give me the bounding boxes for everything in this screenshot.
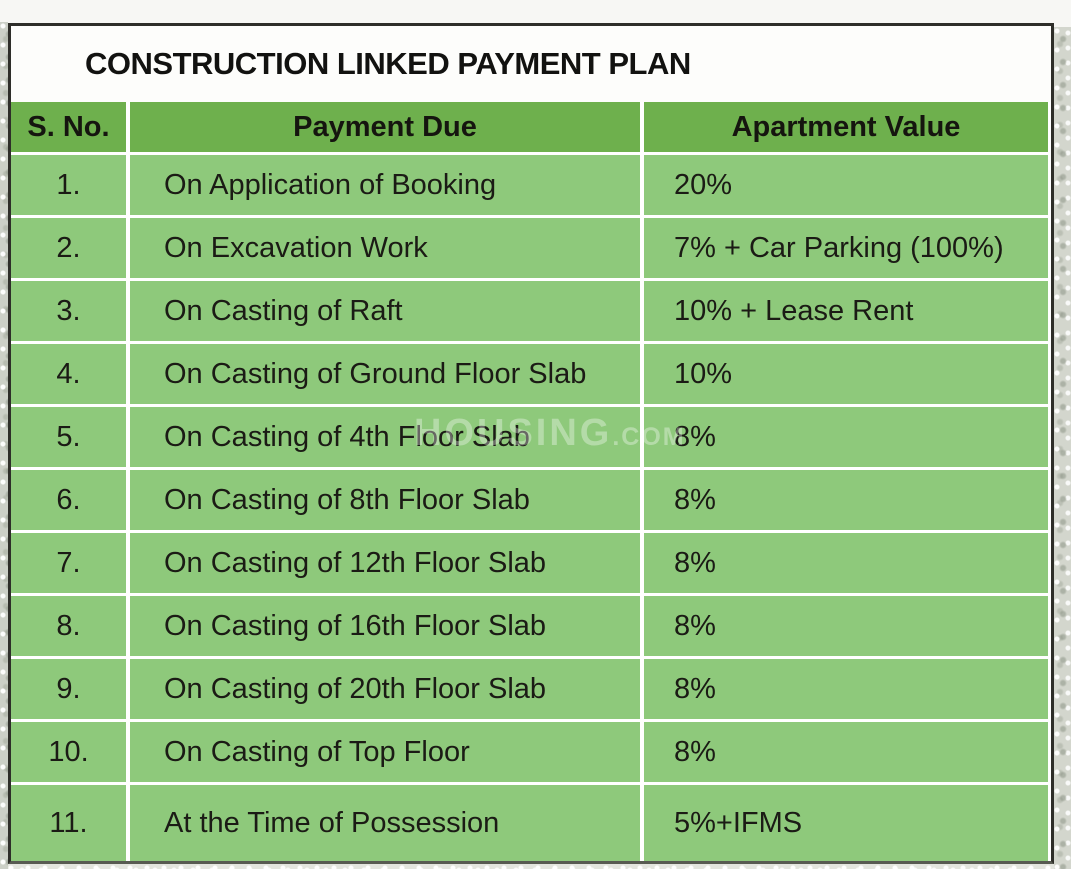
row-sno: 3. <box>11 281 130 341</box>
row-payment-due: On Casting of Top Floor <box>130 722 644 782</box>
title-band: CONSTRUCTION LINKED PAYMENT PLAN <box>11 26 1051 102</box>
row-sno: 2. <box>11 218 130 278</box>
row-sno: 8. <box>11 596 130 656</box>
table-header-row: S. No. Payment Due Apartment Value <box>11 102 1048 155</box>
row-payment-due: At the Time of Possession <box>130 785 644 861</box>
row-payment-due: On Casting of 16th Floor Slab <box>130 596 644 656</box>
column-header-apartment-value: Apartment Value <box>731 110 961 143</box>
row-sno: 9. <box>11 659 130 719</box>
row-apartment-value: 20% <box>674 168 733 201</box>
row-payment-due: On Casting of Raft <box>130 281 644 341</box>
row-apartment-value: 8% <box>674 546 716 579</box>
table-row: 1. On Application of Booking 20% <box>11 155 1048 218</box>
row-payment-due: On Casting of 8th Floor Slab <box>130 470 644 530</box>
row-apartment-value: 8% <box>674 672 716 705</box>
table-row: 11. At the Time of Possession 5%+IFMS <box>11 785 1048 861</box>
row-sno: 10. <box>11 722 130 782</box>
bottom-texture-border <box>8 864 1054 869</box>
row-sno: 6. <box>11 470 130 530</box>
table-row: 6. On Casting of 8th Floor Slab 8% <box>11 470 1048 533</box>
row-apartment-value: 7% + Car Parking (100%) <box>674 231 1004 264</box>
row-apartment-value: 5%+IFMS <box>674 806 803 839</box>
table-row: 8. On Casting of 16th Floor Slab 8% <box>11 596 1048 659</box>
page-title: CONSTRUCTION LINKED PAYMENT PLAN <box>85 46 691 81</box>
row-sno: 7. <box>11 533 130 593</box>
table-grid: S. No. Payment Due Apartment Value 1. On… <box>11 102 1051 861</box>
column-header-payment-due: Payment Due <box>130 102 644 152</box>
row-sno: 11. <box>11 785 130 861</box>
table-row: 4. On Casting of Ground Floor Slab 10% <box>11 344 1048 407</box>
table-row: 10. On Casting of Top Floor 8% <box>11 722 1048 785</box>
left-texture-border <box>0 22 8 869</box>
row-apartment-value: 10% + Lease Rent <box>674 294 914 327</box>
row-payment-due: On Application of Booking <box>130 155 644 215</box>
row-payment-due: On Casting of 20th Floor Slab <box>130 659 644 719</box>
row-apartment-value: 8% <box>674 609 716 642</box>
table-row: 9. On Casting of 20th Floor Slab 8% <box>11 659 1048 722</box>
row-payment-due: On Excavation Work <box>130 218 644 278</box>
row-sno: 4. <box>11 344 130 404</box>
row-apartment-value: 8% <box>674 483 716 516</box>
row-apartment-value: 10% <box>674 357 733 390</box>
table-row: 5. On Casting of 4th Floor Slab 8% <box>11 407 1048 470</box>
row-sno: 5. <box>11 407 130 467</box>
row-payment-due: On Casting of Ground Floor Slab <box>130 344 644 404</box>
row-payment-due: On Casting of 12th Floor Slab <box>130 533 644 593</box>
row-sno: 1. <box>11 155 130 215</box>
table-row: 2. On Excavation Work 7% + Car Parking (… <box>11 218 1048 281</box>
row-payment-due: On Casting of 4th Floor Slab <box>130 407 644 467</box>
column-header-sno: S. No. <box>11 102 130 152</box>
payment-plan-table: CONSTRUCTION LINKED PAYMENT PLAN S. No. … <box>8 23 1054 864</box>
row-apartment-value: 8% <box>674 420 716 453</box>
row-apartment-value: 8% <box>674 735 716 768</box>
table-row: 3. On Casting of Raft 10% + Lease Rent <box>11 281 1048 344</box>
right-texture-border <box>1054 27 1071 869</box>
table-row: 7. On Casting of 12th Floor Slab 8% <box>11 533 1048 596</box>
